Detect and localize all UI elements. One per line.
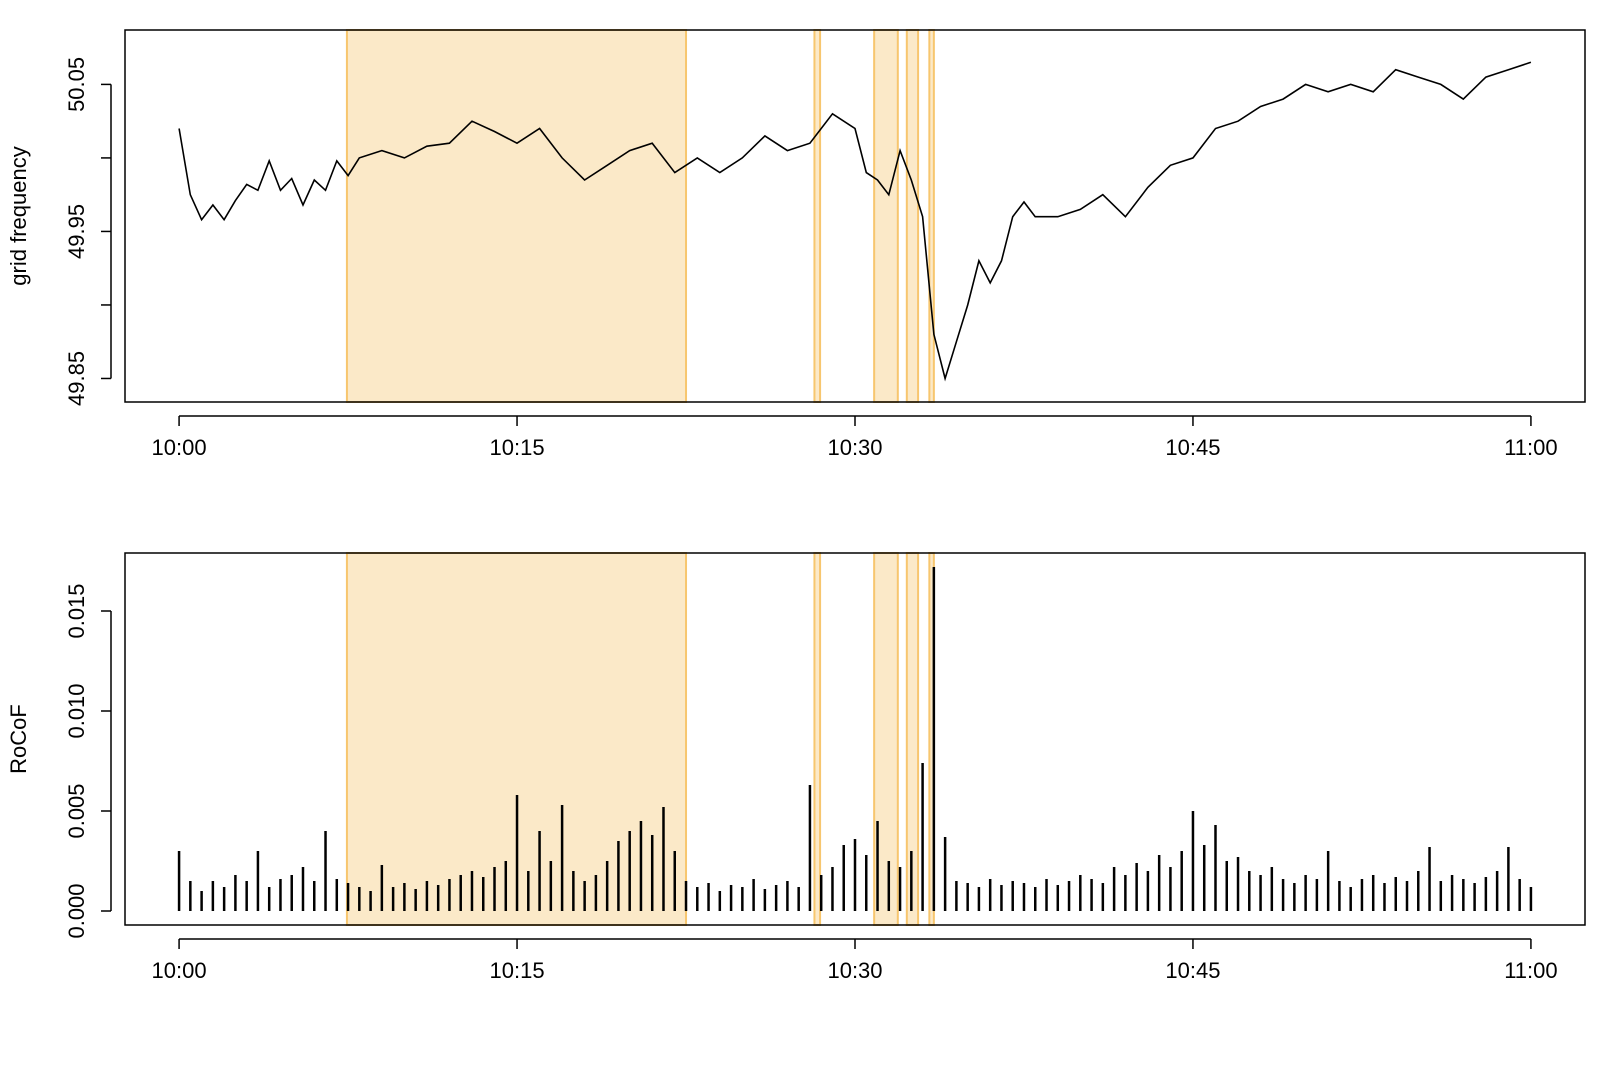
x-tick-label: 10:00	[152, 435, 207, 460]
y-tick-label: 0.005	[64, 783, 89, 838]
x-tick-label: 10:15	[490, 435, 545, 460]
plot-frame	[124, 29, 1586, 403]
x-tick-label: 10:00	[152, 958, 207, 983]
x-tick-label: 10:30	[827, 435, 882, 460]
highlight-band	[928, 29, 935, 403]
data-line	[178, 61, 1532, 382]
x-tick-label: 11:00	[1504, 435, 1557, 460]
x-tick-label: 10:30	[827, 958, 882, 983]
plot-frame	[124, 552, 1586, 926]
highlight-band	[345, 29, 688, 403]
y-tick-label: 0.000	[64, 883, 89, 938]
y-tick-label: 0.015	[64, 583, 89, 638]
highlight-band	[813, 29, 822, 403]
highlight-band	[873, 29, 899, 403]
x-tick-label: 10:45	[1165, 435, 1220, 460]
x-tick-label: 10:45	[1165, 958, 1220, 983]
highlight-band	[905, 29, 920, 403]
highlight-band	[813, 552, 822, 926]
y-tick-label: 0.010	[64, 683, 89, 738]
x-tick-label: 11:00	[1504, 958, 1557, 983]
y-tick-label: 50.05	[64, 57, 89, 112]
y-tick-label: 49.95	[64, 204, 89, 259]
y-tick-label: 49.85	[64, 351, 89, 406]
x-tick-label: 10:15	[490, 958, 545, 983]
y-axis-label: RoCoF	[6, 704, 31, 774]
y-axis-label: grid frequency	[6, 146, 31, 285]
